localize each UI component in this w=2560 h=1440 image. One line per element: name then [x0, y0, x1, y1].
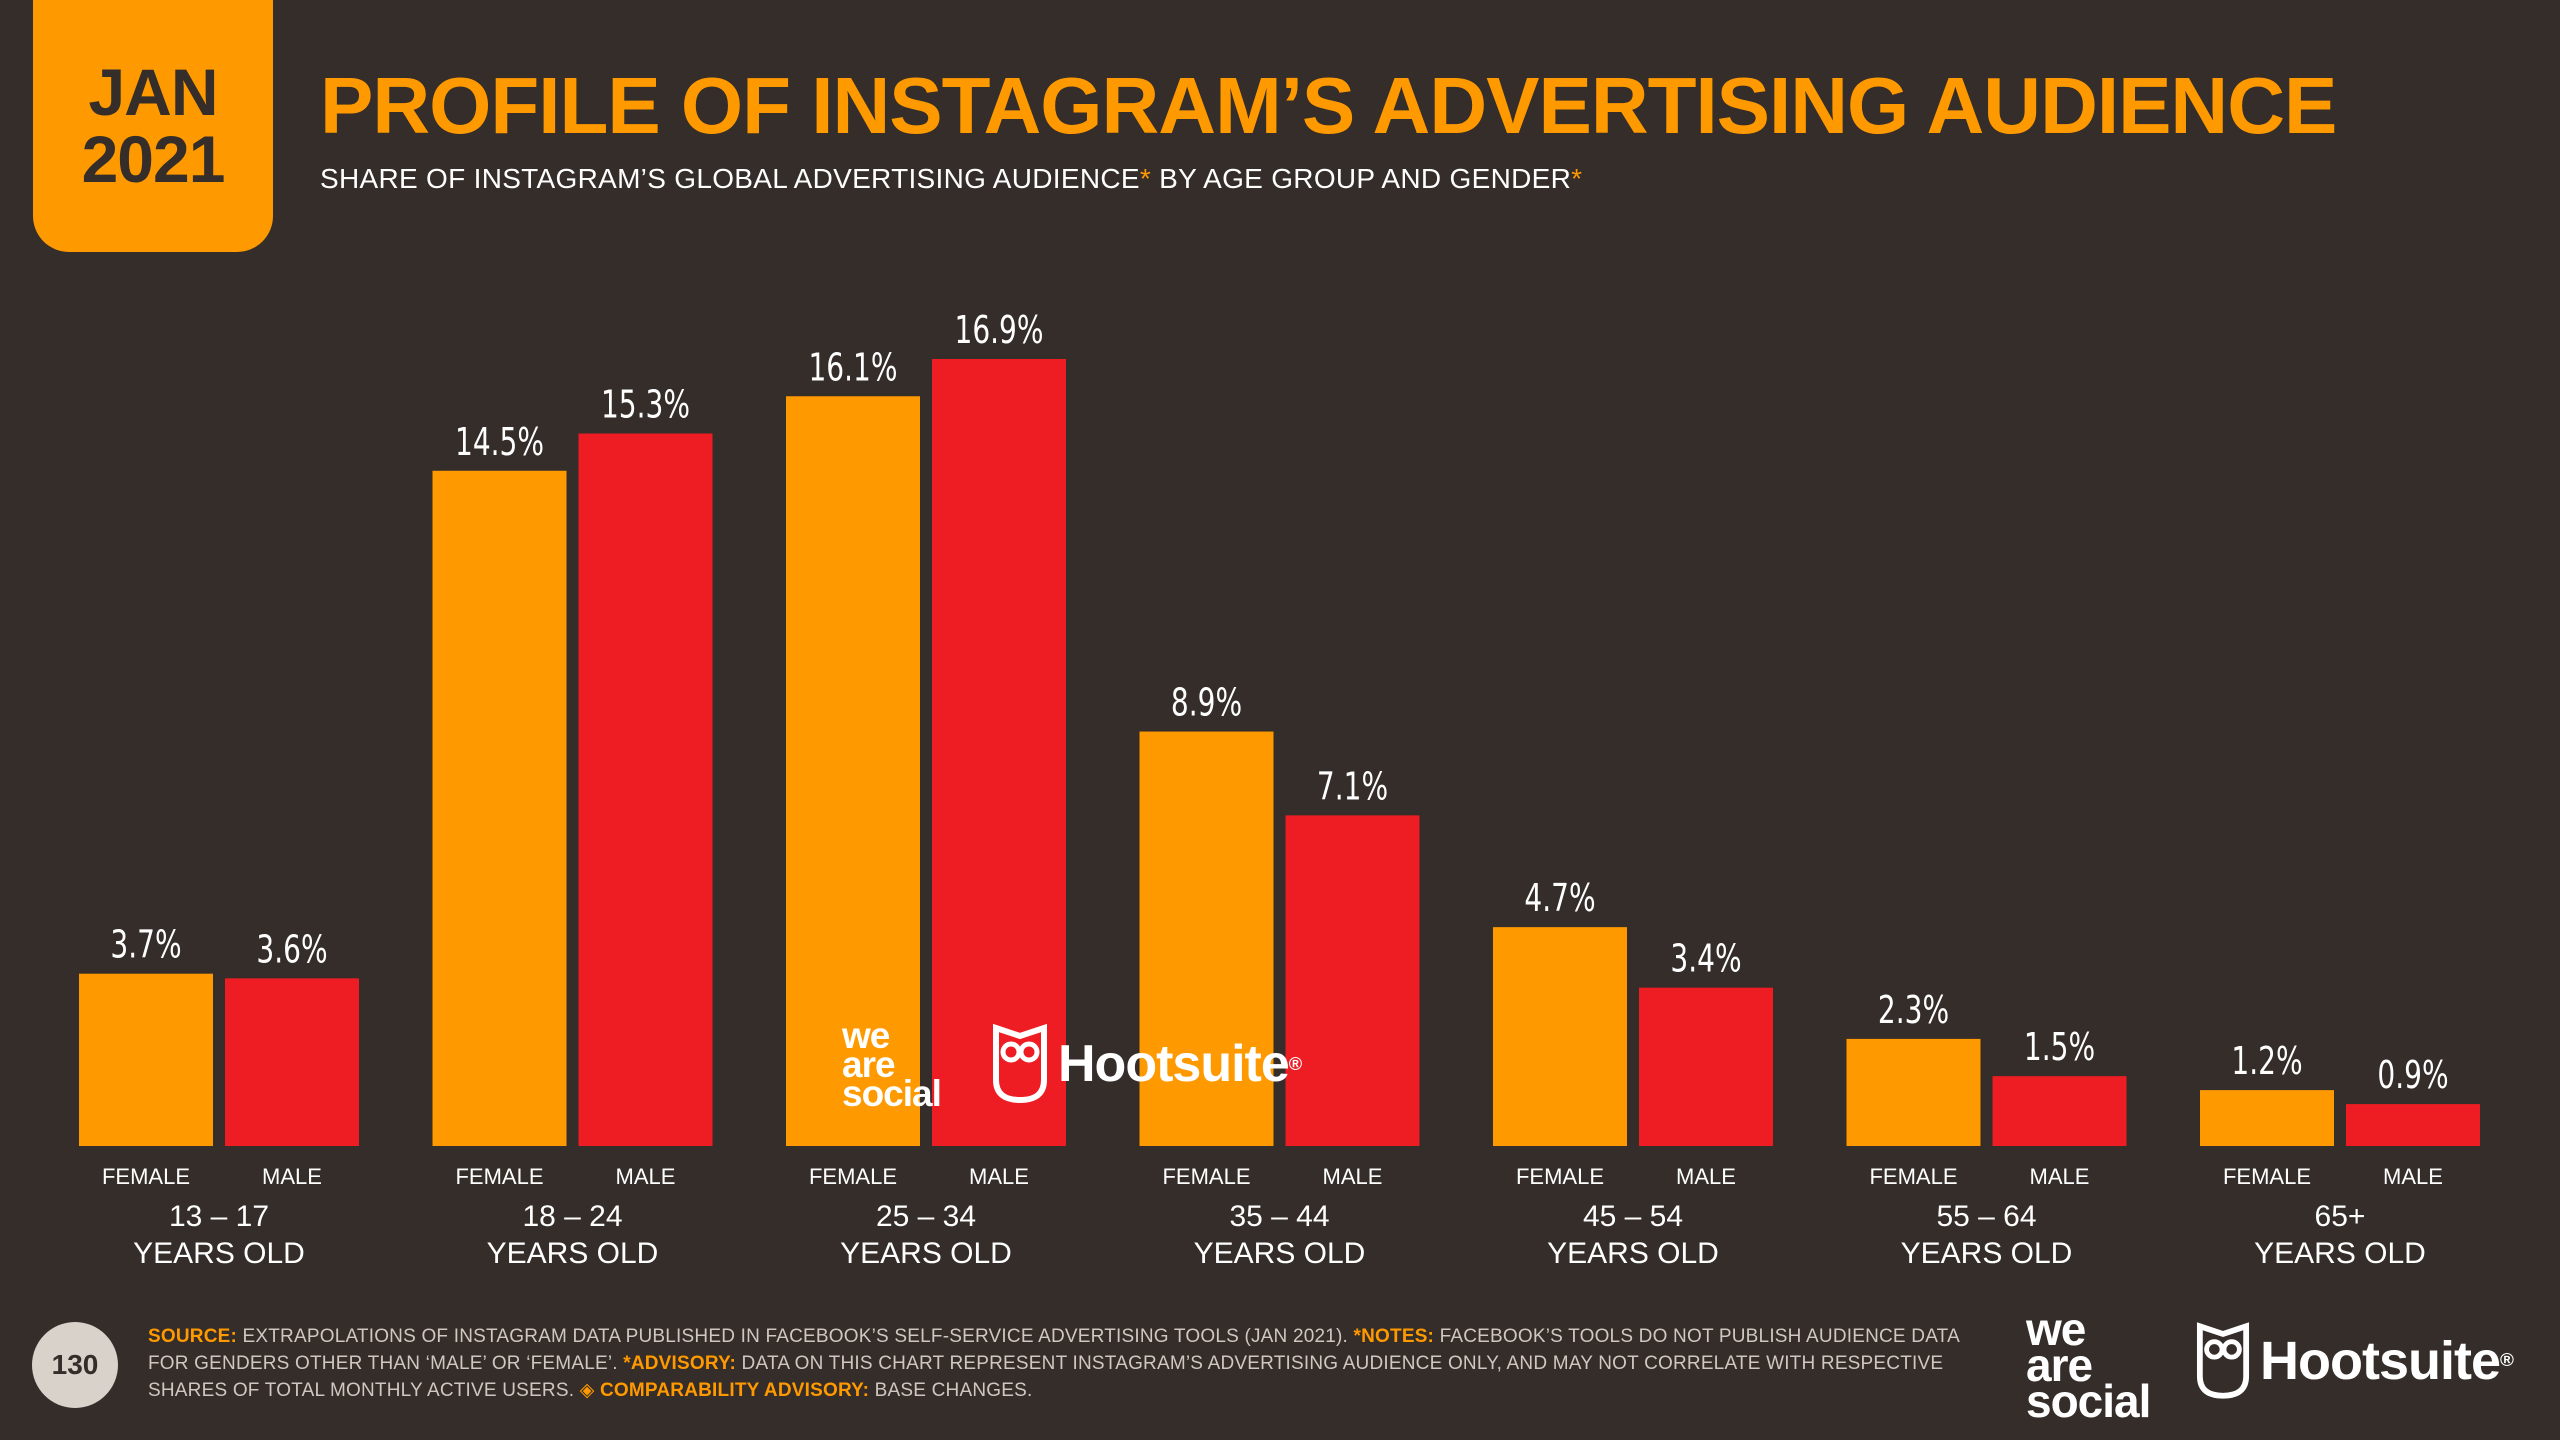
age-unit-label-6: YEARS OLD: [1901, 1237, 2073, 1270]
bar-female-1: [79, 973, 213, 1146]
page-number: 130: [32, 1322, 118, 1408]
hootsuite-logo-registered: ®: [2500, 1350, 2514, 1371]
gender-label-female-3: FEMALE: [809, 1164, 897, 1189]
bar-male-3: [932, 359, 1066, 1146]
gender-label-male-5: MALE: [1676, 1164, 1736, 1189]
bar-male-1: [225, 978, 359, 1146]
subtitle-asterisk-2: *: [1571, 163, 1583, 194]
value-label-female-6: 2.3%: [1878, 989, 1949, 1033]
bar-female-3: [786, 396, 920, 1147]
value-label-male-4: 7.1%: [1317, 765, 1388, 809]
age-range-label-3: 25 – 34: [876, 1200, 976, 1233]
age-range-label-5: 45 – 54: [1583, 1200, 1683, 1233]
value-label-female-4: 8.9%: [1171, 682, 1242, 726]
gender-label-female-1: FEMALE: [102, 1164, 190, 1189]
date-badge: JAN 2021: [33, 0, 273, 252]
gender-label-male-4: MALE: [1323, 1164, 1383, 1189]
value-label-female-1: 3.7%: [110, 924, 181, 968]
bar-male-7: [2346, 1104, 2480, 1146]
page-title: PROFILE OF INSTAGRAM’S ADVERTISING AUDIE…: [320, 61, 2337, 150]
advisory-label: *ADVISORY:: [623, 1353, 737, 1374]
value-label-male-5: 3.4%: [1670, 938, 1741, 982]
value-label-male-7: 0.9%: [2377, 1054, 2448, 1098]
gender-label-female-4: FEMALE: [1162, 1164, 1250, 1189]
bar-female-6: [1846, 1038, 1981, 1146]
age-range-label-1: 13 – 17: [169, 1200, 269, 1233]
age-unit-label-1: YEARS OLD: [133, 1237, 305, 1270]
gender-label-female-5: FEMALE: [1516, 1164, 1604, 1189]
we-are-social-logo: we are social: [2026, 1303, 2151, 1427]
page-subtitle: SHARE OF INSTAGRAM’S GLOBAL ADVERTISING …: [320, 163, 1582, 195]
subtitle-part2: BY AGE GROUP AND GENDER: [1151, 163, 1572, 194]
gender-label-male-7: MALE: [2383, 1164, 2443, 1189]
notes-text: FACEBOOK’S TOOLS DO NOT PUBLISH AUDIENCE…: [148, 1326, 1959, 1374]
value-label-female-5: 4.7%: [1524, 877, 1595, 921]
bar-female-7: [2200, 1090, 2334, 1146]
we-are-social-watermark: we are social: [842, 1015, 942, 1114]
was-logo-are: are: [2026, 1338, 2093, 1391]
was-word-social: social: [842, 1072, 942, 1114]
was-logo-we: we: [2026, 1303, 2086, 1355]
date-year: 2021: [81, 122, 226, 196]
notes-label: *NOTES:: [1353, 1326, 1435, 1347]
bar-male-5: [1639, 987, 1773, 1146]
owl-logo-icon: [2196, 1322, 2250, 1399]
value-label-male-2: 15.3%: [601, 384, 690, 428]
hootsuite-registered: ®: [1288, 1053, 1302, 1074]
bar-female-5: [1493, 927, 1627, 1146]
was-logo-social: social: [2026, 1374, 2151, 1427]
was-word-are: are: [842, 1043, 896, 1085]
gender-label-male-3: MALE: [969, 1164, 1029, 1189]
value-label-female-7: 1.2%: [2231, 1040, 2302, 1084]
advisory-text: DATA ON THIS CHART REPRESENT INSTAGRAM’S…: [148, 1353, 1944, 1401]
source-label: SOURCE:: [148, 1326, 238, 1347]
value-label-male-1: 3.6%: [256, 928, 327, 972]
was-word-we: we: [842, 1015, 890, 1056]
gender-label-male-1: MALE: [262, 1164, 322, 1189]
owl-icon: [993, 1024, 1047, 1104]
hootsuite-wordmark: Hootsuite: [1058, 1035, 1290, 1093]
age-range-label-2: 18 – 24: [522, 1200, 622, 1233]
bar-female-4: [1139, 731, 1274, 1146]
age-unit-label-3: YEARS OLD: [840, 1237, 1012, 1270]
value-label-male-3: 16.9%: [954, 309, 1043, 353]
age-unit-label-2: YEARS OLD: [487, 1237, 659, 1270]
age-range-label-4: 35 – 44: [1229, 1200, 1329, 1233]
age-unit-label-4: YEARS OLD: [1194, 1237, 1366, 1270]
gender-label-female-2: FEMALE: [455, 1164, 543, 1189]
age-unit-label-5: YEARS OLD: [1547, 1237, 1719, 1270]
age-unit-label-7: YEARS OLD: [2254, 1237, 2426, 1270]
comparability-text: BASE CHANGES.: [869, 1380, 1033, 1401]
bar-female-2: [432, 470, 567, 1146]
age-range-label-6: 55 – 64: [1936, 1200, 2036, 1233]
footer-source: SOURCE: EXTRAPOLATIONS OF INSTAGRAM DATA…: [148, 1323, 1988, 1404]
bar-male-2: [578, 433, 713, 1146]
hootsuite-watermark: Hootsuite ®: [992, 1024, 1302, 1104]
hootsuite-logo-wordmark: Hootsuite: [2260, 1331, 2501, 1391]
comparability-label: ◈ COMPARABILITY ADVISORY:: [579, 1380, 870, 1401]
subtitle-part1: SHARE OF INSTAGRAM’S GLOBAL ADVERTISING …: [320, 163, 1140, 194]
gender-label-female-6: FEMALE: [1869, 1164, 1957, 1189]
subtitle-asterisk-1: *: [1139, 163, 1152, 194]
value-label-female-3: 16.1%: [808, 346, 897, 390]
value-label-male-6: 1.5%: [2024, 1026, 2095, 1070]
bar-male-6: [1992, 1076, 2127, 1146]
bar-chart: 3.7% FEMALE 3.6% MALE 13 – 17 YEARS OLD 14.5% F…: [79, 309, 2480, 1270]
source-text: EXTRAPOLATIONS OF INSTAGRAM DATA PUBLISH…: [237, 1326, 1354, 1347]
bar-male-4: [1285, 815, 1420, 1146]
date-month: JAN: [88, 54, 218, 129]
gender-label-male-6: MALE: [2030, 1164, 2090, 1189]
value-label-female-2: 14.5%: [455, 421, 544, 465]
gender-label-male-2: MALE: [616, 1164, 676, 1189]
age-range-label-7: 65+: [2315, 1200, 2366, 1233]
hootsuite-logo: Hootsuite ®: [2196, 1322, 2514, 1400]
gender-label-female-7: FEMALE: [2223, 1164, 2311, 1189]
